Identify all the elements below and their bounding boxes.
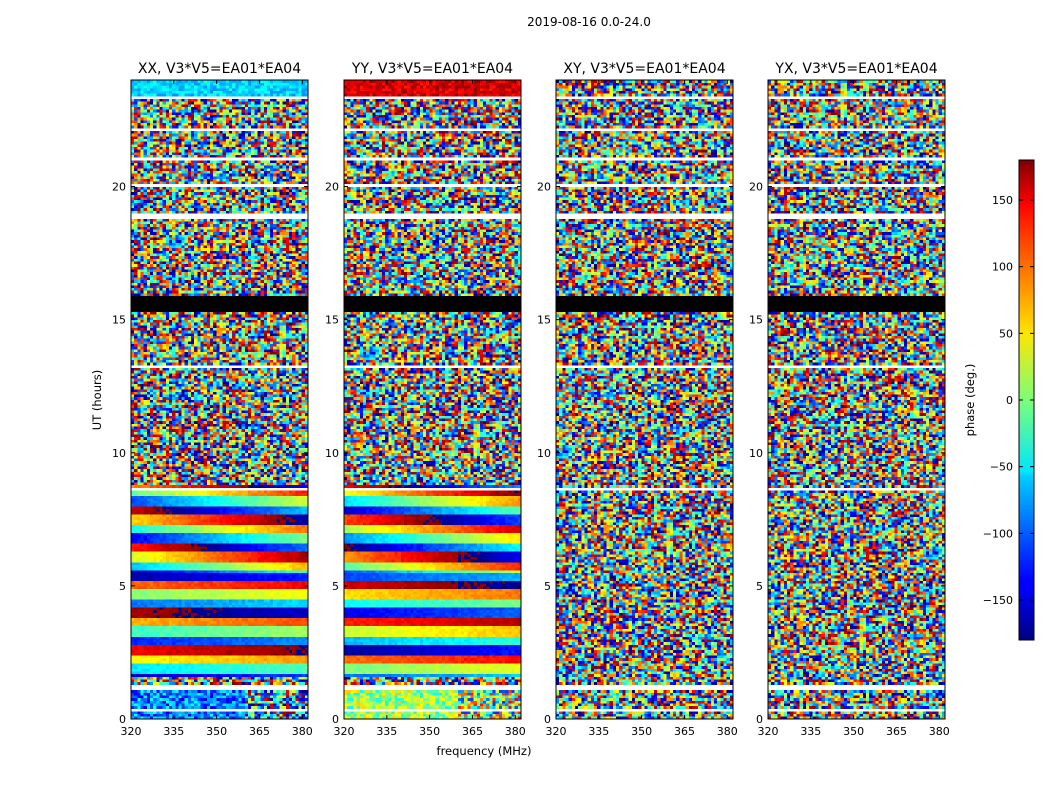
colorbar-label: phase (deg.) bbox=[963, 364, 977, 437]
phase-heatmap bbox=[768, 80, 946, 720]
y-tick-label: 15 bbox=[325, 314, 339, 327]
y-tick-label: 15 bbox=[749, 314, 763, 327]
x-tick-label: 365 bbox=[249, 725, 270, 738]
x-tick-label: 380 bbox=[505, 725, 526, 738]
y-tick-label: 20 bbox=[325, 181, 339, 194]
y-tick-label: 0 bbox=[332, 713, 339, 726]
colorbar-tick-label: −50 bbox=[990, 461, 1013, 474]
x-tick-label: 365 bbox=[886, 725, 907, 738]
colorbar-tick-label: 100 bbox=[992, 261, 1013, 274]
panel-frame bbox=[130, 79, 309, 720]
y-tick-label: 0 bbox=[119, 713, 126, 726]
x-tick-label: 350 bbox=[419, 725, 440, 738]
panel-xy: XY, V3*V5=EA01*EA04 320 335 350 365 380 0 5 10 15… bbox=[537, 61, 738, 738]
y-tick-label: 10 bbox=[112, 447, 126, 460]
y-tick-label: 20 bbox=[112, 181, 126, 194]
colorbar-tick-label: −100 bbox=[983, 527, 1013, 540]
x-tick-label: 320 bbox=[334, 725, 355, 738]
x-tick-label: 335 bbox=[376, 725, 397, 738]
y-tick-label: 0 bbox=[544, 713, 551, 726]
y-tick-label: 10 bbox=[749, 447, 763, 460]
colorbar-tick-label: 0 bbox=[1006, 394, 1013, 407]
y-tick-label: 15 bbox=[537, 314, 551, 327]
panel-yy: YY, V3*V5=EA01*EA04 320 335 350 365 380 0 5 10 15… bbox=[325, 61, 526, 738]
y-tick-label: 15 bbox=[112, 314, 126, 327]
panel-xx: XX, V3*V5=EA01*EA04 320 335 350 365 380 0 5 10 15… bbox=[112, 61, 313, 738]
y-tick-label: 5 bbox=[544, 580, 551, 593]
y-tick-label: 10 bbox=[537, 447, 551, 460]
x-tick-label: 365 bbox=[462, 725, 483, 738]
panel-title: XY, V3*V5=EA01*EA04 bbox=[563, 61, 725, 77]
x-tick-label: 365 bbox=[674, 725, 695, 738]
x-tick-label: 380 bbox=[929, 725, 950, 738]
panel-title: YX, V3*V5=EA01*EA04 bbox=[774, 61, 937, 77]
colorbar-tick-label: 150 bbox=[992, 194, 1013, 207]
panel-title: XX, V3*V5=EA01*EA04 bbox=[138, 61, 301, 77]
x-tick-label: 335 bbox=[588, 725, 609, 738]
x-tick-label: 320 bbox=[758, 725, 779, 738]
x-tick-label: 350 bbox=[206, 725, 227, 738]
phase-heatmap bbox=[556, 80, 734, 720]
colorbar: 150 100 50 0 −50 −100 −150 phase (deg.) bbox=[963, 159, 1035, 641]
x-tick-label: 335 bbox=[163, 725, 184, 738]
y-axis-label: UT (hours) bbox=[90, 370, 104, 430]
y-tick-label: 10 bbox=[325, 447, 339, 460]
y-tick-label: 5 bbox=[332, 580, 339, 593]
x-tick-label: 320 bbox=[546, 725, 567, 738]
panel-frame bbox=[767, 79, 946, 720]
figure-suptitle: 2019-08-16 0.0-24.0 bbox=[527, 15, 651, 29]
x-tick-label: 380 bbox=[292, 725, 313, 738]
x-tick-label: 335 bbox=[800, 725, 821, 738]
colorbar-ticks: 150 100 50 0 −50 −100 −150 bbox=[983, 194, 1034, 607]
y-tick-label: 0 bbox=[756, 713, 763, 726]
x-tick-label: 350 bbox=[631, 725, 652, 738]
panel-frame bbox=[555, 79, 734, 720]
colorbar-tick-label: −150 bbox=[983, 594, 1013, 607]
panel-frame bbox=[343, 79, 522, 720]
colorbar-tick-label: 50 bbox=[999, 327, 1013, 340]
panels-group: XX, V3*V5=EA01*EA04 320 335 350 365 380 0 5 10 15… bbox=[112, 61, 950, 738]
y-tick-label: 20 bbox=[537, 181, 551, 194]
y-tick-label: 5 bbox=[756, 580, 763, 593]
y-tick-label: 20 bbox=[749, 181, 763, 194]
phase-heatmap bbox=[131, 80, 309, 720]
panel-yx: YX, V3*V5=EA01*EA04 320 335 350 365 380 0 5 10 15… bbox=[749, 61, 950, 738]
panel-title: YY, V3*V5=EA01*EA04 bbox=[351, 61, 513, 77]
x-tick-label: 380 bbox=[717, 725, 738, 738]
phase-heatmap bbox=[344, 80, 522, 720]
x-tick-label: 320 bbox=[121, 725, 142, 738]
x-tick-label: 350 bbox=[843, 725, 864, 738]
y-tick-label: 5 bbox=[119, 580, 126, 593]
x-axis-label: frequency (MHz) bbox=[437, 744, 532, 758]
